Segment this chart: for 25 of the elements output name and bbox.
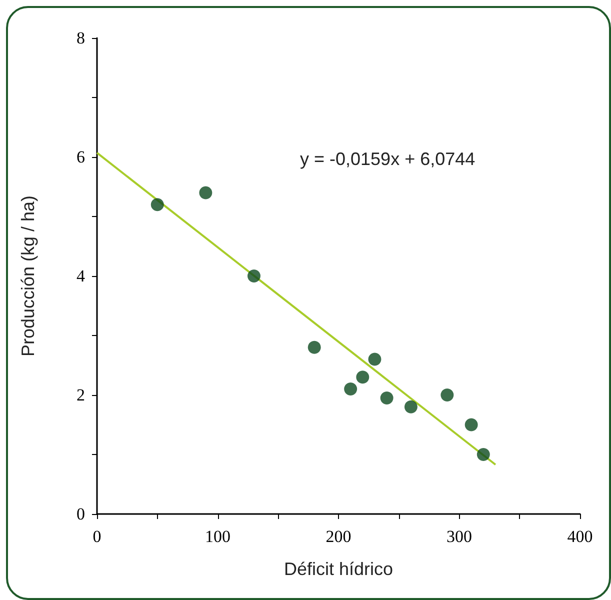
point (440, 388, 454, 402)
annotation: y = -0,0159x + 6,0744 (300, 149, 476, 169)
x-tick-label: 200 (326, 527, 352, 546)
y-tick-label: 4 (76, 266, 86, 286)
x-tick-label: 300 (446, 527, 472, 546)
x-tick-label: 400 (567, 527, 593, 546)
point (476, 448, 490, 461)
x-axis-title: Déficit hídrico (284, 559, 394, 579)
point (368, 352, 382, 366)
y-tick-label: 0 (76, 504, 85, 524)
x-tick-label: 100 (205, 527, 230, 546)
x-tick-label: 0 (92, 527, 102, 546)
point (356, 370, 370, 384)
y-tick-label: 2 (76, 386, 85, 404)
y-tick-label: 8 (76, 28, 85, 48)
point (380, 391, 394, 404)
point (404, 400, 418, 414)
point (308, 340, 321, 354)
point (150, 198, 164, 212)
point (344, 382, 358, 396)
point (247, 270, 260, 282)
point (199, 186, 212, 200)
y-axis-title: Producción (kg / ha) (18, 195, 38, 357)
y-tick-label: 6 (76, 148, 85, 166)
point (464, 418, 478, 432)
